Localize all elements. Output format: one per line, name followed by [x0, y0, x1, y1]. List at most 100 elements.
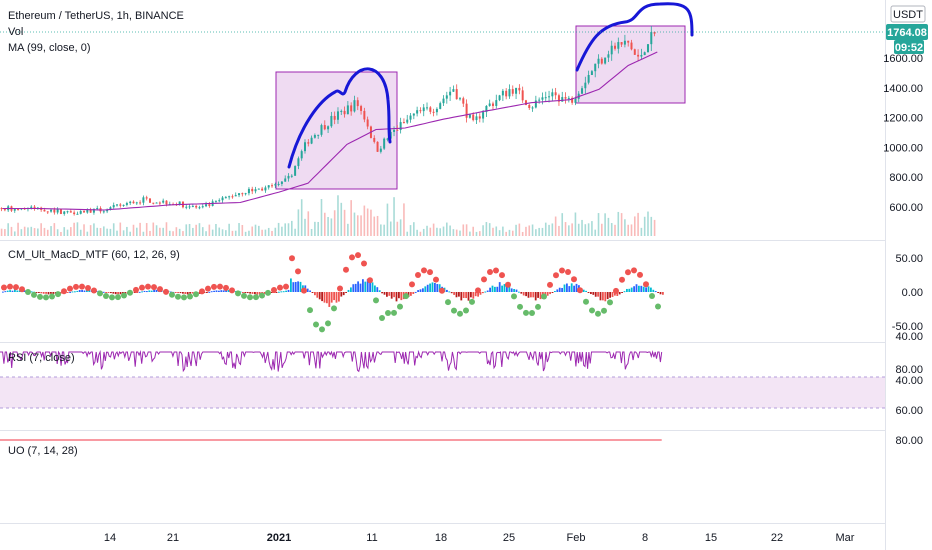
candle-body: [409, 115, 412, 120]
candle-body: [264, 187, 267, 191]
macd-signal-dot: [175, 293, 181, 300]
macd-bar: [484, 291, 487, 293]
volume-bar: [20, 229, 23, 236]
candle-body: [158, 202, 161, 204]
candle-body: [574, 98, 577, 103]
macd-bar: [570, 283, 573, 292]
macd-bar: [251, 292, 254, 294]
volume-bar: [83, 224, 85, 236]
macd-bar: [412, 292, 415, 295]
candle-body: [627, 40, 630, 43]
macd-bar: [630, 287, 633, 292]
macd-signal-dot: [229, 287, 235, 294]
volume-bar: [76, 222, 79, 236]
candle-body: [267, 185, 270, 188]
volume-bar: [637, 212, 639, 236]
candle-body: [317, 134, 320, 136]
volume-bar: [126, 226, 128, 236]
candle-body: [386, 138, 389, 140]
macd-signal-dot: [457, 310, 463, 317]
candle-body: [106, 209, 109, 212]
rsi-axis-ticks: 80.00 40.00: [895, 331, 923, 376]
macd-bar: [311, 292, 314, 293]
candle-body: [581, 88, 584, 94]
volume-bar: [221, 229, 224, 236]
candle-body: [630, 42, 633, 50]
macd-signal-dot: [559, 267, 565, 274]
macd-signal-dot: [85, 285, 91, 292]
candle-body: [323, 125, 326, 130]
volume-bar: [426, 225, 428, 236]
volume-bar: [568, 225, 570, 236]
currency-badge[interactable]: [890, 5, 926, 23]
time-tick-label: Feb: [567, 532, 586, 544]
macd-signal-dot: [409, 281, 415, 288]
volume-bar: [515, 224, 517, 236]
drawn-arc-february[interactable]: [575, 2, 694, 72]
macd-bar: [364, 281, 367, 292]
volume-bar: [409, 225, 412, 236]
macd-bar: [347, 289, 350, 292]
volume-bar: [607, 217, 610, 236]
macd-bar: [88, 290, 91, 292]
volume-bar: [343, 209, 346, 236]
rsi-tick-label: 80.00: [895, 364, 923, 376]
macd-bar: [450, 292, 453, 294]
macd-signal-dot: [241, 292, 247, 299]
macd-bar: [611, 292, 614, 297]
candle-body: [3, 209, 6, 211]
volume-bar: [475, 231, 478, 236]
volume-bar: [135, 227, 138, 236]
macd-bar: [321, 292, 323, 302]
candle-body: [554, 92, 557, 96]
volume-bar: [218, 227, 221, 236]
macd-signal-dot: [403, 293, 409, 300]
volume-bar: [574, 212, 577, 236]
macd-bar: [602, 292, 604, 301]
macd-signal-dot: [265, 289, 271, 296]
candle-body: [445, 95, 448, 99]
candle-body: [465, 103, 468, 118]
candle-body: [561, 97, 564, 102]
macd-signal-dot: [637, 271, 643, 278]
macd-bar: [11, 290, 14, 292]
macd-signal-dot: [217, 283, 223, 290]
time-tick-label: 2021: [267, 532, 291, 544]
macd-signal-dot: [397, 303, 403, 310]
macd-bar: [554, 291, 556, 293]
volume-bar: [211, 229, 214, 236]
macd-signal-dot: [625, 269, 631, 276]
candle-body: [491, 103, 494, 106]
macd-signal-dot: [601, 307, 607, 314]
macd-bar: [518, 291, 520, 293]
volume-bar: [50, 226, 52, 236]
candle-body: [148, 198, 151, 203]
macd-bar: [83, 290, 86, 292]
uo-tick-label: 80.00: [895, 435, 923, 447]
candle-body: [112, 205, 115, 208]
candle-body: [30, 206, 33, 208]
macd-axis-ticks: 50.00 0.00 -50.00: [892, 253, 923, 333]
candle-body: [416, 110, 419, 114]
macd-bar: [494, 286, 496, 292]
candle-body: [590, 71, 593, 76]
candle-body: [353, 100, 356, 112]
macd-signal-dot: [25, 289, 31, 296]
price-tick-label: 1600.00: [883, 53, 923, 65]
drawn-arc-january[interactable]: [287, 67, 392, 169]
candle-body: [218, 200, 221, 202]
macd-bar: [254, 292, 256, 295]
price-axis-ticks: 600.00 800.00 1000.00 1200.00 1400.00 1600.00: [883, 53, 923, 214]
volume-bar: [27, 227, 29, 236]
candle-body: [116, 204, 119, 206]
macd-bar: [146, 291, 148, 293]
volume-bar: [89, 225, 92, 236]
candle-body: [284, 178, 287, 182]
macd-bar: [606, 292, 609, 300]
volume-bar: [535, 229, 537, 236]
macd-bar: [110, 292, 112, 294]
macd-bar: [381, 292, 383, 294]
volume-bar: [482, 225, 484, 236]
candle-body: [102, 211, 105, 213]
